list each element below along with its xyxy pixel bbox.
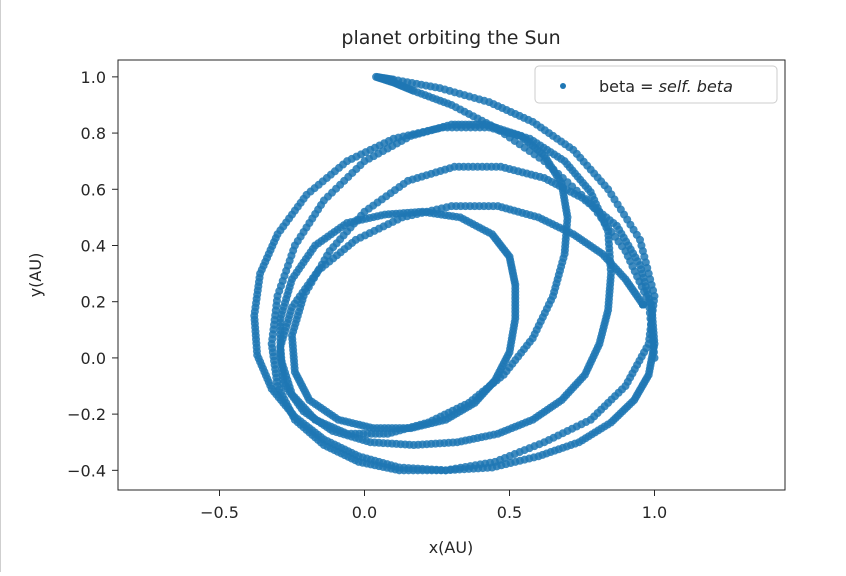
y-tick-label: 0.6 (81, 180, 106, 199)
x-tick-label: 0.0 (352, 503, 377, 522)
y-axis-label: y(AU) (26, 253, 45, 298)
chart-title: planet orbiting the Sun (341, 27, 560, 49)
y-tick-label: 0.0 (81, 349, 106, 368)
y-tick-label: 0.8 (81, 124, 106, 143)
x-tick-label: 1.0 (642, 503, 667, 522)
legend-label: beta = self. beta (599, 77, 733, 96)
x-tick-label: −0.5 (200, 503, 239, 522)
y-tick-label: 0.2 (81, 293, 106, 312)
plot-area-frame (117, 59, 786, 491)
x-axis-ticks: −0.5 0.0 0.5 1.0 (200, 490, 667, 522)
x-tick-label: 0.5 (497, 503, 522, 522)
y-tick-label: 1.0 (81, 68, 106, 87)
y-axis-ticks: −0.4 −0.2 0.0 0.2 0.4 0.6 0.8 1.0 (67, 68, 118, 480)
legend: beta = self. beta (534, 65, 778, 104)
legend-marker (560, 83, 566, 89)
y-tick-label: 0.4 (81, 236, 106, 255)
y-tick-label: −0.4 (67, 461, 106, 480)
legend-box (534, 65, 778, 104)
legend-label-prefix: beta = (599, 77, 659, 96)
data-points (250, 72, 659, 475)
data-point (638, 300, 647, 309)
x-axis-label: x(AU) (429, 538, 474, 557)
y-tick-label: −0.2 (67, 405, 106, 424)
legend-label-italic: self. beta (659, 77, 733, 96)
